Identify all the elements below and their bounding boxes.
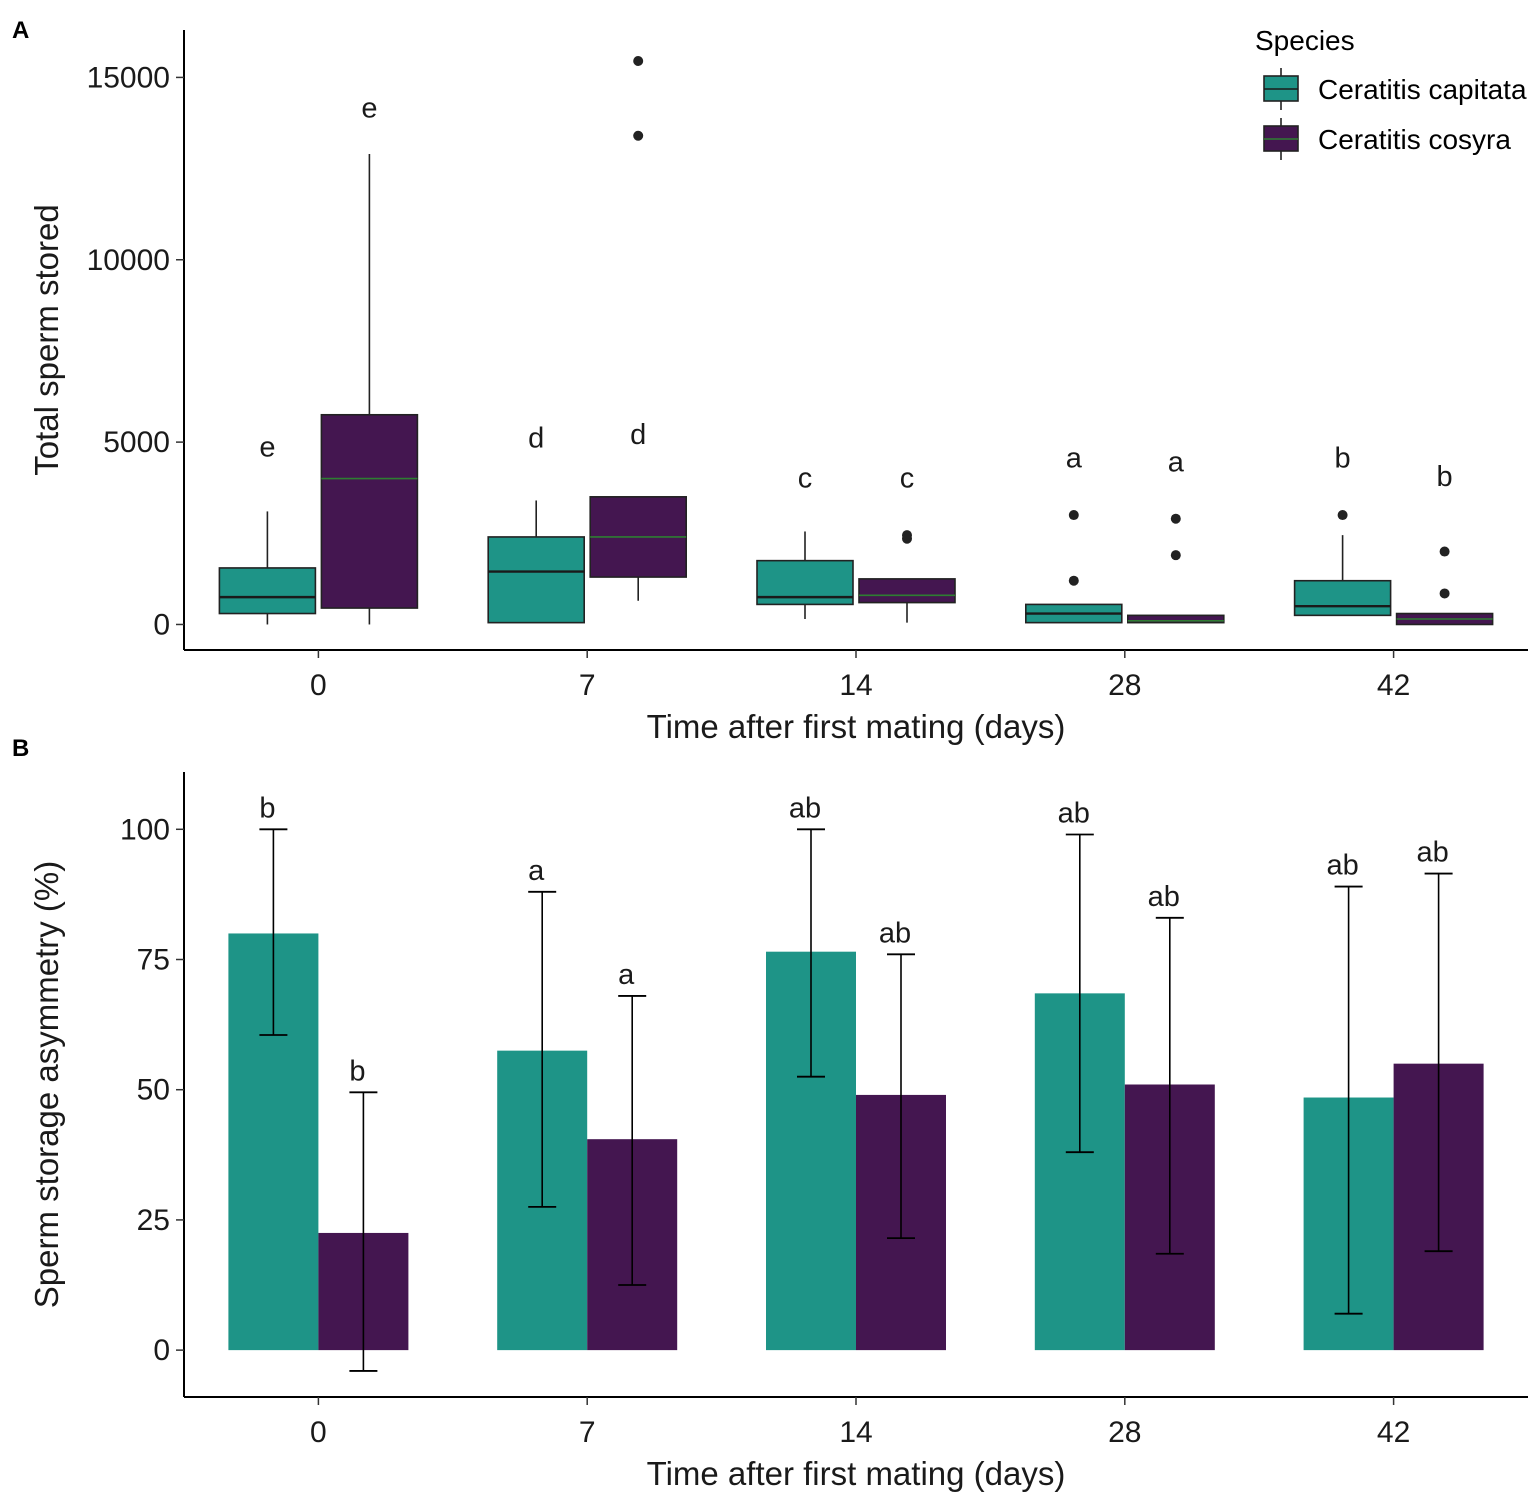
significance-letter: ab [1058, 798, 1090, 830]
legend: Species Ceratitis capitata Ceratitis cosyr… [1255, 25, 1527, 160]
bar-group: ab [856, 917, 946, 1351]
boxplot-group: d [589, 56, 688, 601]
box [1127, 614, 1225, 624]
significance-letter: b [259, 792, 275, 824]
outlier-point [1170, 550, 1181, 561]
bar-group: ab [1034, 798, 1125, 1351]
legend-entry-label: Ceratitis cosyra [1318, 124, 1511, 155]
boxplot-group: d [487, 423, 586, 624]
outlier-point [1170, 513, 1181, 524]
y-tick-label: 0 [153, 608, 170, 641]
chart-panel-a: 0 5000 10000 15000 0 7 14 28 42 Time after first … [28, 30, 1528, 745]
y-tick-label: 10000 [87, 244, 170, 277]
x-tick-label: 42 [1377, 1416, 1410, 1449]
outlier-point [1439, 588, 1450, 599]
x-tick-label: 0 [310, 669, 327, 702]
significance-letter: a [528, 855, 545, 887]
x-axis-title: Time after first mating (days) [647, 1455, 1066, 1492]
x-tick-label: 42 [1377, 669, 1410, 702]
chart-panel-b: 0 25 50 75 100 0 7 14 28 42 Time after first matin… [28, 772, 1528, 1492]
box [1293, 579, 1392, 617]
boxplot-group: a [1127, 446, 1225, 624]
panel-label-a: A [12, 17, 29, 44]
y-tick-label: 25 [137, 1204, 170, 1237]
box [487, 536, 586, 624]
bar-group: ab [1124, 881, 1215, 1351]
significance-letter: b [1437, 461, 1453, 493]
outlier-point [1068, 510, 1079, 521]
bar-group: b [318, 1055, 409, 1372]
boxplot-group: e [218, 432, 317, 625]
outlier-point [1068, 575, 1079, 586]
boxplot-group: c [756, 463, 854, 619]
y-tick-label: 75 [137, 944, 170, 977]
significance-letter: e [259, 432, 275, 464]
significance-letter: d [630, 419, 646, 451]
panel-label-b: B [12, 735, 29, 762]
y-tick-label: 100 [120, 813, 170, 846]
significance-letter: ab [789, 792, 821, 824]
bar-group: ab [766, 792, 856, 1351]
legend-entry-label: Ceratitis capitata [1318, 74, 1527, 105]
x-tick-label: 28 [1108, 1416, 1141, 1449]
legend-title: Species [1255, 25, 1355, 56]
significance-letter: ab [879, 917, 911, 949]
significance-letter: c [900, 463, 915, 495]
significance-letter: a [618, 959, 635, 991]
significance-letter: ab [1326, 850, 1358, 882]
x-tick-label: 28 [1108, 669, 1141, 702]
y-axis-title: Sperm storage asymmetry (%) [28, 861, 65, 1308]
bar-group: b [228, 792, 319, 1351]
box [858, 578, 956, 604]
x-axis-title: Time after first mating (days) [647, 708, 1066, 745]
outlier-point [633, 130, 644, 141]
significance-letter: c [798, 463, 813, 495]
x-tick-label: 14 [839, 669, 872, 702]
significance-letter: ab [1416, 837, 1448, 869]
x-tick-label: 7 [579, 669, 596, 702]
outlier-point [902, 530, 912, 541]
significance-letter: b [1335, 443, 1351, 475]
significance-letter: ab [1148, 881, 1180, 913]
boxplot-group: c [858, 463, 956, 623]
significance-letter: a [1168, 446, 1185, 478]
significance-letter: a [1066, 443, 1083, 475]
x-tick-label: 14 [839, 1416, 872, 1449]
boxplot-group: b [1293, 443, 1392, 617]
y-tick-label: 0 [153, 1334, 170, 1367]
boxplot-group: e [320, 93, 419, 625]
y-tick-label: 50 [137, 1074, 170, 1107]
significance-letter: b [349, 1055, 365, 1087]
legend-key [1263, 118, 1299, 160]
outlier-point [1439, 546, 1450, 557]
box [218, 567, 317, 615]
x-tick-label: 0 [310, 1416, 327, 1449]
x-tick-label: 7 [579, 1416, 596, 1449]
outlier-point [1337, 510, 1348, 521]
bar-group: a [587, 959, 678, 1351]
outlier-point [633, 56, 644, 66]
significance-letter: d [528, 423, 544, 455]
box [320, 413, 419, 609]
bar-group: a [497, 855, 588, 1351]
boxplot-group: a [1025, 443, 1123, 624]
boxplot-group: b [1395, 461, 1494, 626]
y-tick-label: 5000 [103, 426, 170, 459]
y-tick-label: 15000 [87, 61, 170, 94]
significance-letter: e [361, 93, 377, 125]
y-axis-title: Total sperm stored [28, 204, 65, 475]
bar-group: ab [1303, 850, 1394, 1351]
bar-group: ab [1393, 837, 1484, 1351]
legend-key [1263, 68, 1299, 110]
